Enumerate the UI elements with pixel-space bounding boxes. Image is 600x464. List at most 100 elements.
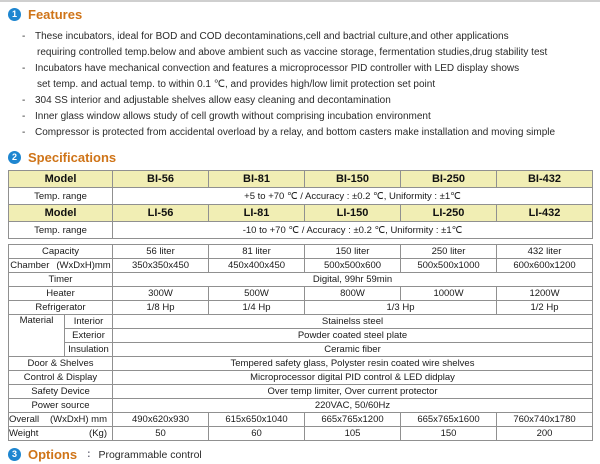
- overall-value: 665x765x1200: [304, 412, 401, 427]
- model-name: LI-250: [400, 204, 497, 222]
- row-label: Safety Device: [8, 384, 113, 399]
- material-value: Ceramic fiber: [112, 342, 593, 357]
- safety-device-row: Safety Device Over temp limiter, Over cu…: [8, 384, 593, 399]
- refrigerator-value: 1/4 Hp: [208, 300, 305, 315]
- model-name: LI-56: [112, 204, 209, 222]
- model-name: BI-56: [112, 170, 209, 188]
- weight-unit: (Kg): [89, 428, 107, 439]
- material-interior-row: Material Interior Stainelss steel: [8, 314, 593, 357]
- model-row-li: Model LI-56 LI-81 LI-150 LI-250 LI-432: [8, 204, 593, 222]
- model-header-label: Model: [8, 204, 113, 222]
- heater-value: 500W: [208, 286, 305, 301]
- power-source-row: Power source 220VAC, 50/60Hz: [8, 398, 593, 413]
- feature-line: - These incubators, ideal for BOD and CO…: [22, 29, 600, 45]
- row-label: Overall (WxDxH) mm: [8, 412, 113, 427]
- feature-line: - Inner glass window allows study of cel…: [22, 109, 600, 125]
- row-label: Chamber (WxDxH)mm: [8, 258, 113, 273]
- circled-1-icon: 1: [8, 8, 21, 21]
- heater-value: 800W: [304, 286, 401, 301]
- row-label: Weight (Kg): [8, 426, 113, 441]
- circled-3-icon: 3: [8, 448, 21, 461]
- features-section-header: 1 Features: [8, 7, 600, 22]
- row-label: Control & Display: [8, 370, 113, 385]
- feature-text: 304 SS interior and adjustable shelves a…: [35, 95, 391, 106]
- control-display-value: Microprocessor digital PID control & LED…: [112, 370, 593, 385]
- options-separator: :: [87, 449, 91, 460]
- weight-value: 200: [496, 426, 593, 441]
- options-section: 3 Options : Programmable control: [8, 447, 600, 462]
- row-label: Power source: [8, 398, 113, 413]
- overall-value: 490x620x930: [112, 412, 209, 427]
- row-label: Door & Shelves: [8, 356, 113, 371]
- weight-value: 105: [304, 426, 401, 441]
- feature-line: requiring controlled temp.below and abov…: [22, 45, 600, 61]
- timer-row: Timer Digital, 99hr 59min: [8, 272, 593, 287]
- material-sub-label: Exterior: [64, 328, 113, 343]
- row-label: Refrigerator: [8, 300, 113, 315]
- capacity-value: 432 liter: [496, 244, 593, 259]
- door-shelves-value: Tempered safety glass, Polyster resin co…: [112, 356, 593, 371]
- temp-range-value: -10 to +70 ℃ / Accuracy : ±0.2 ℃, Unifor…: [112, 221, 593, 239]
- chamber-value: 350x350x450: [112, 258, 209, 273]
- model-name: BI-150: [304, 170, 401, 188]
- model-temp-table: Model BI-56 BI-81 BI-150 BI-250 BI-432 T…: [8, 170, 593, 239]
- row-label: Temp. range: [8, 187, 113, 205]
- material-insulation-row: Insulation Ceramic fiber: [9, 342, 593, 357]
- features-list: - These incubators, ideal for BOD and CO…: [22, 29, 600, 141]
- feature-text: Compressor is protected from accidental …: [35, 127, 556, 138]
- heater-value: 1000W: [400, 286, 497, 301]
- capacity-value: 81 liter: [208, 244, 305, 259]
- material-value: Powder coated steel plate: [112, 328, 593, 343]
- refrigerator-row: Refrigerator 1/8 Hp 1/4 Hp 1/3 Hp 1/2 Hp: [8, 300, 593, 315]
- specifications-section-header: 2 Specifications: [8, 150, 600, 165]
- weight-row: Weight (Kg) 50 60 105 150 200: [8, 426, 593, 441]
- circled-2-icon: 2: [8, 151, 21, 164]
- model-name: BI-250: [400, 170, 497, 188]
- model-row-bi: Model BI-56 BI-81 BI-150 BI-250 BI-432: [8, 170, 593, 188]
- options-section-title: Options: [28, 447, 78, 462]
- capacity-value: 56 liter: [112, 244, 209, 259]
- material-value: Stainelss steel: [112, 314, 593, 329]
- feature-text: Inner glass window allows study of cell …: [35, 111, 431, 122]
- safety-device-value: Over temp limiter, Over current protecto…: [112, 384, 593, 399]
- material-label: Material: [8, 314, 65, 357]
- bullet-dash: -: [22, 63, 26, 74]
- door-shelves-row: Door & Shelves Tempered safety glass, Po…: [8, 356, 593, 371]
- capacity-row: Capacity 56 liter 81 liter 150 liter 250…: [8, 244, 593, 259]
- options-value: Programmable control: [98, 448, 202, 461]
- bullet-dash: -: [22, 95, 26, 106]
- overall-row: Overall (WxDxH) mm 490x620x930 615x650x1…: [8, 412, 593, 427]
- material-exterior-row: Exterior Powder coated steel plate: [9, 328, 593, 343]
- overall-label: Overall: [9, 414, 40, 425]
- row-label: Capacity: [8, 244, 113, 259]
- power-source-value: 220VAC, 50/60Hz: [112, 398, 593, 413]
- heater-row: Heater 300W 500W 800W 1000W 1200W: [8, 286, 593, 301]
- heater-value: 1200W: [496, 286, 593, 301]
- chamber-unit: (WxDxH)mm: [56, 260, 111, 271]
- chamber-value: 500x500x600: [304, 258, 401, 273]
- chamber-value: 600x600x1200: [496, 258, 593, 273]
- model-name: LI-81: [208, 204, 305, 222]
- overall-value: 760x740x1780: [496, 412, 593, 427]
- feature-text: requiring controlled temp.below and abov…: [37, 47, 548, 58]
- timer-value: Digital, 99hr 59min: [112, 272, 593, 287]
- refrigerator-value: 1/8 Hp: [112, 300, 209, 315]
- overall-unit: (WxDxH) mm: [50, 414, 107, 425]
- feature-text: Incubators have mechanical convection an…: [35, 63, 520, 74]
- row-label: Timer: [8, 272, 113, 287]
- weight-value: 60: [208, 426, 305, 441]
- material-sub-label: Interior: [64, 314, 113, 329]
- overall-value: 665x765x1600: [400, 412, 497, 427]
- feature-text: These incubators, ideal for BOD and COD …: [35, 31, 509, 42]
- overall-value: 615x650x1040: [208, 412, 305, 427]
- heater-value: 300W: [112, 286, 209, 301]
- refrigerator-value: 1/2 Hp: [496, 300, 593, 315]
- capacity-value: 150 liter: [304, 244, 401, 259]
- temp-range-value: +5 to +70 ℃ / Accuracy : ±0.2 ℃, Uniform…: [112, 187, 593, 205]
- chamber-label: Chamber: [10, 260, 50, 271]
- specifications-table: Capacity 56 liter 81 liter 150 liter 250…: [8, 244, 593, 441]
- features-section-title: Features: [28, 7, 83, 22]
- chamber-row: Chamber (WxDxH)mm 350x350x450 450x400x450…: [8, 258, 593, 273]
- row-label: Heater: [8, 286, 113, 301]
- bullet-dash: -: [22, 111, 26, 122]
